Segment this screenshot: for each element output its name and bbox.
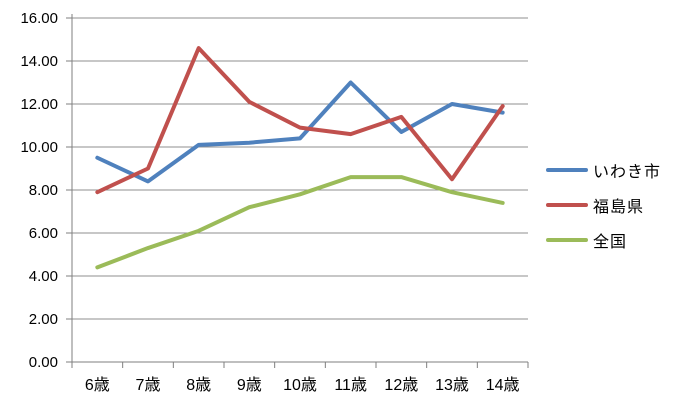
legend-label: いわき市 [593, 163, 662, 181]
legend-label: 全国 [593, 233, 628, 251]
legend-swatch-line [546, 202, 588, 207]
x-tick-label: 7歳 [136, 376, 161, 394]
y-tick-label: 0.00 [29, 354, 58, 371]
y-tick-label: 2.00 [29, 311, 58, 328]
y-tick-label: 4.00 [29, 268, 58, 285]
series-line-2 [95, 175, 505, 270]
legend-item-fukushima: 福島県 [546, 187, 661, 222]
x-tick-label: 11歳 [334, 376, 367, 394]
x-tick-label: 14歳 [486, 376, 520, 394]
y-tick-label: 10.00 [20, 139, 58, 156]
series-line-1 [95, 46, 505, 195]
y-tick-label: 6.00 [29, 225, 58, 242]
x-tick-label: 8歳 [186, 376, 211, 394]
x-tick-label: 9歳 [237, 376, 262, 394]
legend-item-zenkoku: 全国 [546, 222, 661, 257]
y-tick-label: 14.00 [20, 53, 58, 70]
x-tick-label: 13歳 [435, 376, 469, 394]
legend-swatch-line [546, 237, 588, 242]
chart-legend: いわき市 福島県 全国 [546, 152, 661, 257]
y-tick-label: 12.00 [20, 96, 58, 113]
legend-label: 福島県 [593, 198, 645, 216]
x-tick-label: 10歳 [283, 376, 317, 394]
x-tick-label: 12歳 [384, 376, 418, 394]
y-tick-label: 8.00 [29, 182, 58, 199]
legend-item-iwaki: いわき市 [546, 152, 661, 187]
series-line-0 [95, 80, 505, 184]
x-tick-label: 6歳 [85, 376, 110, 394]
legend-swatch-line [546, 167, 588, 172]
y-tick-label: 16.00 [20, 10, 58, 27]
